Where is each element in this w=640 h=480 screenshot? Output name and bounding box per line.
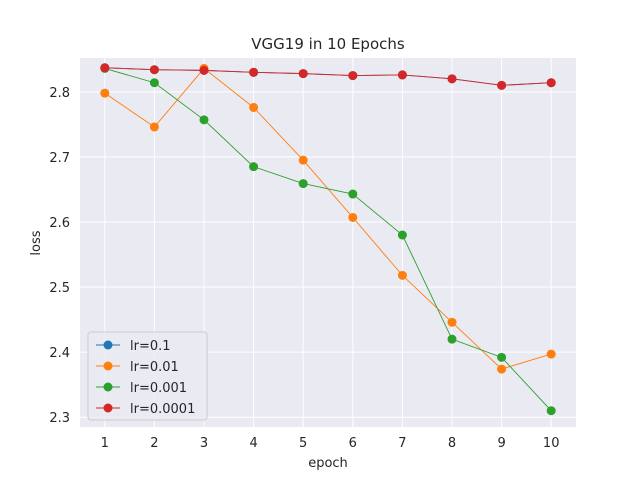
data-point (100, 63, 110, 73)
x-tick-label: 3 (200, 436, 208, 451)
data-point (249, 67, 259, 77)
legend-item: lr=0.001 (96, 381, 187, 396)
series-layer (100, 63, 556, 416)
legend-item: lr=0.01 (96, 360, 179, 375)
data-point (397, 70, 407, 80)
legend-marker (103, 361, 113, 371)
x-tick-label: 7 (398, 436, 406, 451)
legend-item: lr=0.0001 (96, 402, 195, 417)
x-tick-label: 1 (101, 436, 109, 451)
y-tick-label: 2.6 (49, 216, 70, 231)
y-tick-label: 2.4 (49, 346, 70, 361)
x-tick-label: 6 (349, 436, 357, 451)
x-tick-label: 4 (249, 436, 257, 451)
series-lr-0-0001 (100, 63, 556, 90)
data-point (100, 88, 110, 98)
data-point (397, 270, 407, 280)
data-point (149, 122, 159, 132)
legend-marker (103, 403, 113, 413)
data-point (348, 212, 358, 222)
x-axis-label: epoch (308, 456, 348, 471)
legend-label: lr=0.1 (130, 339, 171, 354)
x-tick-label: 10 (543, 436, 560, 451)
series-line (104, 67, 552, 86)
y-axis-ticks: 2.3 2.4 2.5 2.6 2.7 2.8 (49, 86, 70, 426)
data-point (546, 406, 556, 416)
data-point (298, 69, 308, 79)
y-tick-label: 2.8 (49, 86, 70, 101)
legend-marker (103, 340, 113, 350)
data-point (497, 364, 507, 374)
data-point (546, 78, 556, 88)
data-point (199, 65, 209, 75)
data-point (447, 334, 457, 344)
data-point (497, 80, 507, 90)
data-point (298, 179, 308, 189)
legend-marker (103, 382, 113, 392)
data-point (149, 78, 159, 88)
data-point (397, 230, 407, 240)
data-point (447, 74, 457, 84)
data-point (199, 115, 209, 125)
x-tick-label: 5 (299, 436, 307, 451)
legend-box (87, 331, 208, 421)
x-axis-ticks: 1 2 3 4 5 6 7 8 9 10 (101, 436, 560, 451)
data-point (447, 317, 457, 327)
legend-label: lr=0.01 (130, 360, 179, 375)
chart-title: VGG19 in 10 Epochs (251, 35, 405, 53)
data-point (497, 352, 507, 362)
data-point (298, 155, 308, 165)
legend: lr=0.1 lr=0.01 lr=0.001 lr=0.0001 (87, 331, 208, 421)
data-point (249, 162, 259, 172)
y-tick-label: 2.3 (49, 411, 70, 426)
legend-label: lr=0.001 (130, 381, 187, 396)
data-point (546, 349, 556, 359)
data-point (249, 102, 259, 112)
data-point (348, 71, 358, 81)
y-axis-label: loss (29, 230, 44, 255)
legend-item: lr=0.1 (96, 339, 171, 354)
legend-label: lr=0.0001 (130, 402, 195, 417)
x-tick-label: 2 (150, 436, 158, 451)
x-tick-label: 9 (497, 436, 505, 451)
data-point (149, 65, 159, 75)
series-line (104, 67, 552, 412)
data-point (348, 189, 358, 199)
y-tick-label: 2.5 (49, 281, 70, 296)
y-tick-label: 2.7 (49, 151, 70, 166)
x-tick-label: 8 (448, 436, 456, 451)
